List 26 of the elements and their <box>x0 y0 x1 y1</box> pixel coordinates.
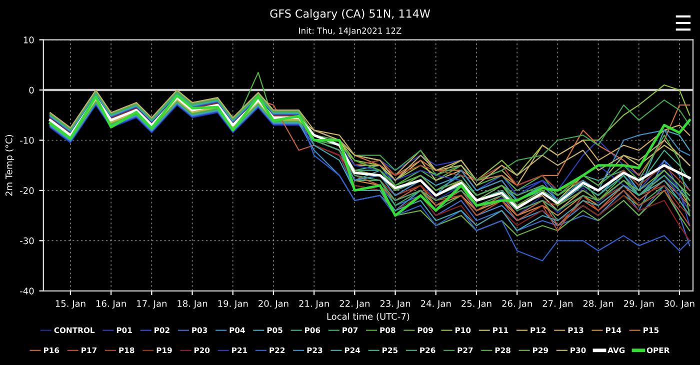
y-tick-label: -40 <box>20 288 34 294</box>
x-tick-label: 19. Jan <box>218 300 248 309</box>
x-tick-label: 22. Jan <box>340 300 370 309</box>
x-tick-label: 15. Jan <box>56 300 86 309</box>
x-tick-label: 21. Jan <box>299 300 329 309</box>
x-tick-label: 20. Jan <box>258 300 288 309</box>
x-tick-label: 23. Jan <box>380 300 410 309</box>
y-tick-label: 10 <box>24 36 34 44</box>
x-tick-label: 26. Jan <box>502 300 532 309</box>
x-tick-label: 17. Jan <box>137 300 166 309</box>
y-tick-label: -30 <box>20 237 34 244</box>
x-axis-title: Local time (UTC-7) <box>327 312 410 321</box>
x-tick-label: 27. Jan <box>542 300 572 309</box>
y-tick-label: -10 <box>20 136 34 144</box>
x-tick-label: 25. Jan <box>462 300 492 309</box>
x-tick-label: 24. Jan <box>420 300 451 309</box>
x-tick-label: 16. Jan <box>96 300 126 309</box>
y-tick-label: 0 <box>29 86 34 94</box>
x-tick-label: 18. Jan <box>178 300 208 309</box>
x-tick-label: 28. Jan <box>583 300 614 309</box>
x-tick-label: 29. Jan <box>624 300 654 309</box>
y-tick-label: -20 <box>20 187 34 194</box>
chart-title: GFS Calgary (CA) 51N, 114W <box>270 9 430 20</box>
y-axis-title: 2m Temp (°C) <box>5 135 14 196</box>
chart-subtitle: Init: Thu, 14Jan2021 12Z <box>299 27 402 36</box>
x-tick-label: 30. Jan <box>664 300 694 309</box>
